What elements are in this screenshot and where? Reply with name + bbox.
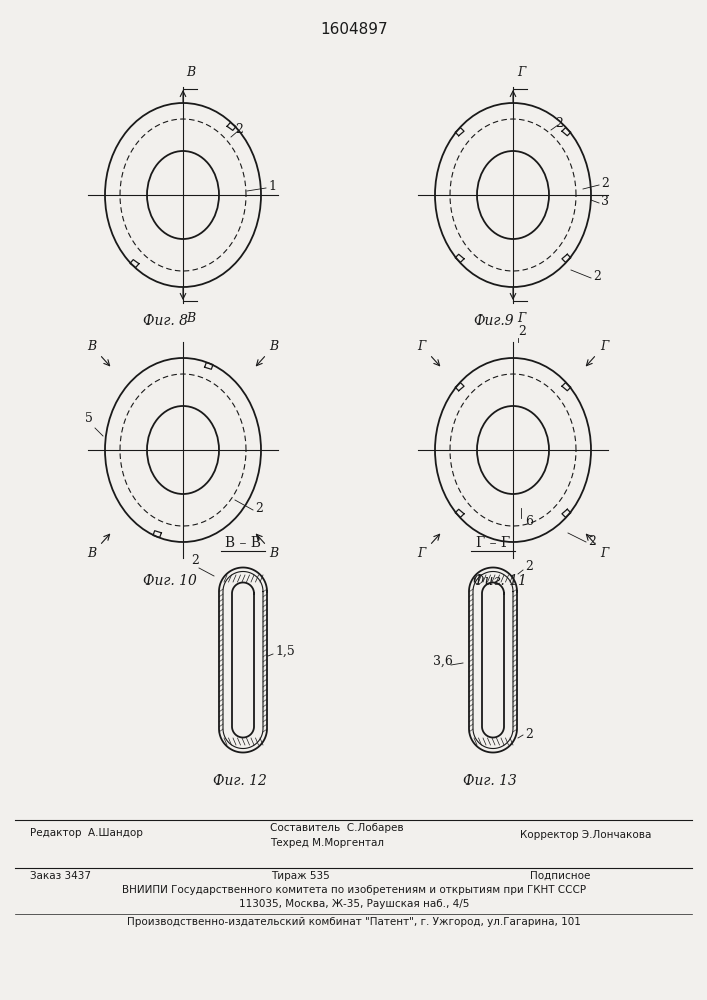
Text: Составитель  С.Лобарев: Составитель С.Лобарев bbox=[270, 823, 404, 833]
Text: Производственно-издательский комбинат "Патент", г. Ужгород, ул.Гагарина, 101: Производственно-издательский комбинат "П… bbox=[127, 917, 581, 927]
Text: 2: 2 bbox=[518, 325, 526, 338]
Text: Фиг. 8: Фиг. 8 bbox=[143, 314, 188, 328]
Text: 2: 2 bbox=[235, 123, 243, 136]
Text: Г: Г bbox=[517, 66, 525, 79]
Text: Редактор  А.Шандор: Редактор А.Шандор bbox=[30, 828, 143, 838]
Text: Фиг. 13: Фиг. 13 bbox=[463, 774, 517, 788]
Text: 3: 3 bbox=[601, 195, 609, 208]
Text: В: В bbox=[87, 340, 96, 353]
Text: 1: 1 bbox=[268, 180, 276, 193]
Text: Г: Г bbox=[517, 312, 525, 325]
Text: Корректор Э.Лончакова: Корректор Э.Лончакова bbox=[520, 830, 651, 840]
Text: Г: Г bbox=[600, 547, 608, 560]
Text: В: В bbox=[187, 312, 196, 325]
Text: В: В bbox=[269, 547, 279, 560]
Text: В: В bbox=[187, 66, 196, 79]
Text: 2: 2 bbox=[601, 177, 609, 190]
Text: Фиг.9: Фиг.9 bbox=[473, 314, 513, 328]
Text: 2: 2 bbox=[525, 560, 533, 573]
Text: 2: 2 bbox=[191, 554, 199, 567]
Text: Фиг. 12: Фиг. 12 bbox=[213, 774, 267, 788]
Text: Г – Г: Г – Г bbox=[476, 536, 510, 550]
Text: 113035, Москва, Ж-35, Раушская наб., 4/5: 113035, Москва, Ж-35, Раушская наб., 4/5 bbox=[239, 899, 469, 909]
Text: 2: 2 bbox=[255, 502, 263, 515]
Text: В: В bbox=[87, 547, 96, 560]
Text: 2: 2 bbox=[555, 117, 563, 130]
Text: ВНИИПИ Государственного комитета по изобретениям и открытиям при ГКНТ СССР: ВНИИПИ Государственного комитета по изоб… bbox=[122, 885, 586, 895]
Text: Г: Г bbox=[418, 547, 426, 560]
Text: Заказ 3437: Заказ 3437 bbox=[30, 871, 91, 881]
Text: 2: 2 bbox=[588, 535, 596, 548]
Text: 1604897: 1604897 bbox=[320, 22, 388, 37]
Text: В – В: В – В bbox=[225, 536, 261, 550]
Text: 2: 2 bbox=[593, 270, 601, 283]
Text: 2: 2 bbox=[525, 728, 533, 741]
Text: 3,6: 3,6 bbox=[433, 655, 453, 668]
Text: В: В bbox=[269, 340, 279, 353]
Text: Тираж 535: Тираж 535 bbox=[271, 871, 329, 881]
Text: Г: Г bbox=[600, 340, 608, 353]
Text: Г: Г bbox=[418, 340, 426, 353]
Text: 6: 6 bbox=[525, 515, 533, 528]
Text: Подписное: Подписное bbox=[530, 871, 590, 881]
Text: Техред М.Моргентал: Техред М.Моргентал bbox=[270, 838, 384, 848]
Text: Фиг. 10: Фиг. 10 bbox=[143, 574, 197, 588]
Text: 5: 5 bbox=[85, 412, 93, 425]
Text: 1,5: 1,5 bbox=[275, 645, 295, 658]
Text: Фиг. 11: Фиг. 11 bbox=[473, 574, 527, 588]
